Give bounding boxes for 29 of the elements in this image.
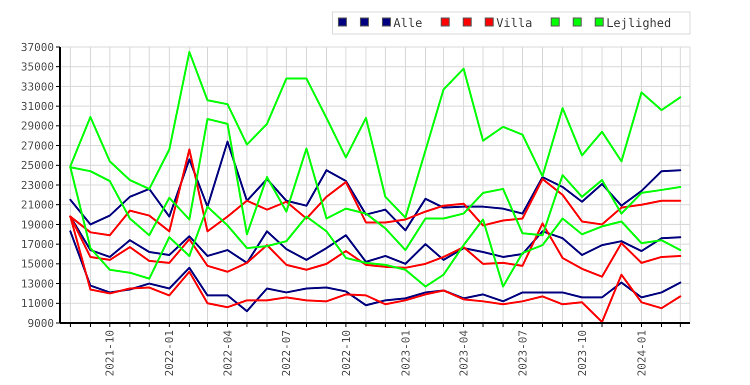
x-tick-label: 2022-10: [340, 330, 353, 376]
x-tick-label: 2022-07: [280, 330, 294, 376]
y-tick-label: 33000: [20, 80, 54, 94]
y-tick-label: 9000: [28, 316, 54, 330]
y-tick-label: 27000: [20, 139, 54, 152]
y-tick-label: 11000: [20, 297, 54, 310]
line-series: [69, 230, 682, 312]
y-tick-label: 21000: [20, 198, 54, 212]
x-tick-label: 2023-10: [576, 330, 589, 376]
x-tick-label: 2022-04: [221, 330, 234, 376]
legend-label: Alle: [393, 16, 422, 30]
y-tick-label: 31000: [20, 100, 54, 113]
x-tick-label: 2023-01: [399, 330, 412, 376]
x-tick-label: 2023-07: [516, 330, 530, 376]
y-tick-label: 17000: [20, 238, 54, 251]
x-tick-label: 2021-10: [104, 330, 117, 376]
x-tick-label: 2023-04: [457, 330, 470, 376]
legend-label: Villa: [496, 16, 532, 30]
y-tick-label: 35000: [20, 60, 54, 74]
legend-label: Lejlighed: [606, 16, 672, 30]
y-tick-label: 25000: [20, 159, 54, 172]
y-tick-label: 19000: [20, 218, 54, 232]
y-tick-label: 13000: [20, 277, 54, 290]
y-tick-label: 37000: [20, 40, 54, 54]
y-tick-label: 23000: [20, 178, 54, 192]
y-tick-label: 15000: [20, 258, 54, 271]
y-tick-label: 29000: [20, 120, 54, 133]
x-tick-label: 2024-01: [635, 330, 648, 376]
x-tick-label: 2022-01: [163, 330, 176, 376]
